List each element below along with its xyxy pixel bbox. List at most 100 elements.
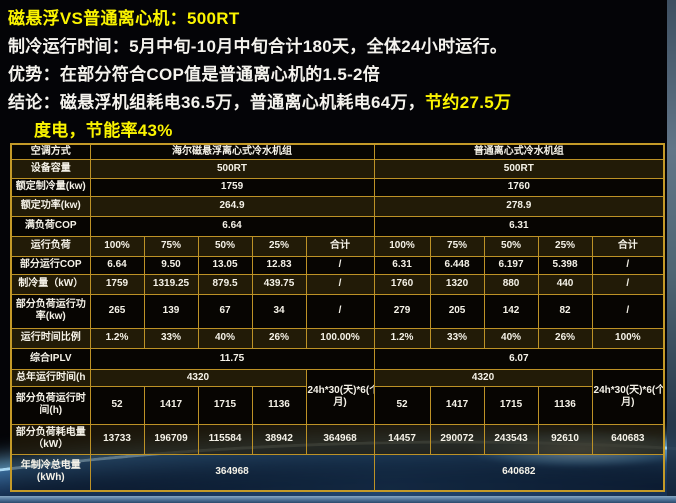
conclusion-line: 结论：磁悬浮机组耗电36.5万，普通离心机耗电64万，节约27.5万: [8, 89, 668, 117]
table-cell: /: [305, 273, 375, 295]
table-cell: /: [591, 273, 665, 295]
col-header-haier: 海尔磁悬浮离心式冷水机组: [89, 143, 375, 160]
load-header-cell: 75%: [429, 235, 485, 257]
table-cell: 6.64: [89, 215, 375, 237]
load-header-cell: 25%: [251, 235, 307, 257]
table-cell: 1715: [197, 385, 253, 425]
table-cell: 1715: [483, 385, 539, 425]
table-cell: 196709: [143, 423, 199, 455]
load-header-cell: 25%: [537, 235, 593, 257]
table-row: 额定制冷量(kw) 1759 1760: [10, 177, 665, 197]
table-cell: 500RT: [89, 158, 375, 179]
row-label: 年制冷总电量(kWh): [10, 453, 91, 492]
row-label: 部分负荷运行功率(kw): [10, 293, 91, 329]
table-cell: 9.50: [143, 255, 199, 275]
row-label: 部分负荷耗电量（kW）: [10, 423, 91, 455]
table-cell: 439.75: [251, 273, 307, 295]
slide-title: 磁悬浮VS普通离心机：500RT: [8, 9, 240, 28]
table-cell: 6.197: [483, 255, 539, 275]
row-label: 额定功率(kw): [10, 195, 91, 217]
table-cell: 279: [373, 293, 431, 329]
table-cell: 52: [373, 385, 431, 425]
table-cell: 290072: [429, 423, 485, 455]
table-cell: 14457: [373, 423, 431, 455]
load-header-cell: 合计: [305, 235, 375, 257]
table-cell: 40%: [197, 327, 253, 349]
conclusion-line2: 度电，节能率43%: [34, 121, 173, 140]
hours-note-cell: 24h*30(天)*6(个月): [305, 368, 375, 425]
table-cell: 1760: [373, 177, 665, 197]
conclusion-white: 结论：磁悬浮机组耗电36.5万，普通离心机耗电64万，: [8, 93, 426, 112]
row-label: 空调方式: [10, 143, 91, 160]
table-cell: 1417: [143, 385, 199, 425]
table-cell: 278.9: [373, 195, 665, 217]
table-row: 部分负荷运行时间(h) 52 1417 1715 1136 52 1417 17…: [10, 385, 664, 425]
right-edge-strip: [667, 0, 676, 496]
table-cell: 440: [537, 273, 593, 295]
table-cell: 33%: [429, 327, 485, 349]
table-cell: 100%: [591, 327, 665, 349]
table-row: 总年运行时间(h 4320 24h*30(天)*6(个月) 4320 24h*3…: [10, 368, 665, 425]
table-cell: 4320: [89, 368, 307, 387]
table-cell: /: [591, 255, 665, 275]
table-cell: 34: [251, 293, 307, 329]
table-cell: 139: [143, 293, 199, 329]
table-cell: 6.64: [89, 255, 145, 275]
load-header-cell: 100%: [89, 235, 145, 257]
table-cell: 1759: [89, 177, 375, 197]
table-cell: 1136: [251, 385, 307, 425]
table-cell: 880: [483, 273, 539, 295]
table-row: 制冷量（kW） 1759 1319.25 879.5 439.75 / 1760…: [10, 273, 665, 295]
row-label: 综合IPLV: [10, 347, 91, 370]
hours-note-cell: 24h*30(天)*6(个月): [591, 368, 665, 425]
table-cell: 4320: [373, 368, 593, 387]
table-row: 空调方式 海尔磁悬浮离心式冷水机组 普通离心式冷水机组: [10, 143, 665, 160]
table-cell: 40%: [483, 327, 539, 349]
row-label: 总年运行时间(h: [10, 368, 91, 387]
table-cell: /: [305, 293, 375, 329]
table-cell: 640683: [591, 423, 665, 455]
load-header-cell: 100%: [373, 235, 431, 257]
row-label: 运行时间比例: [10, 327, 91, 349]
row-label: 额定制冷量(kw): [10, 177, 91, 197]
table-row: 设备容量 500RT 500RT: [10, 158, 665, 179]
table-cell: 12.83: [251, 255, 307, 275]
table-cell: 33%: [143, 327, 199, 349]
table-cell: 205: [429, 293, 485, 329]
table-cell: 82: [537, 293, 593, 329]
table-row: 部分负荷运行功率(kw) 265 139 67 34 / 279 205 142…: [10, 293, 665, 329]
row-label: 制冷量（kW）: [10, 273, 91, 295]
table-row: 部分运行COP 6.64 9.50 13.05 12.83 / 6.31 6.4…: [10, 255, 665, 275]
table-cell: 115584: [197, 423, 253, 455]
table-cell: 6.31: [373, 215, 665, 237]
table-cell: 1.2%: [373, 327, 431, 349]
table-row: 运行负荷 100% 75% 50% 25% 合计 100% 75% 50% 25…: [10, 235, 665, 257]
row-label: 运行负荷: [10, 235, 91, 257]
table-cell: 6.448: [429, 255, 485, 275]
slide-header: 磁悬浮VS普通离心机：500RT 制冷运行时间：5月中旬-10月中旬合计180天…: [8, 5, 668, 145]
table-cell: 38942: [251, 423, 307, 455]
col-header-normal: 普通离心式冷水机组: [373, 143, 665, 160]
table-cell: 1.2%: [89, 327, 145, 349]
table-cell: 26%: [251, 327, 307, 349]
table-cell: 142: [483, 293, 539, 329]
table-cell: 364968: [305, 423, 375, 455]
bottom-horizon-bar: [0, 496, 676, 503]
table-cell: 6.31: [373, 255, 431, 275]
comparison-table: 空调方式 海尔磁悬浮离心式冷水机组 普通离心式冷水机组 设备容量 500RT 5…: [10, 143, 666, 492]
table-cell: 52: [89, 385, 145, 425]
table-cell: 1136: [537, 385, 593, 425]
table-cell: 1320: [429, 273, 485, 295]
table-cell: 500RT: [373, 158, 665, 179]
load-header-cell: 50%: [483, 235, 539, 257]
table-cell: 67: [197, 293, 253, 329]
table-row: 综合IPLV 11.75 6.07: [10, 347, 665, 370]
row-label: 部分运行COP: [10, 255, 91, 275]
conclusion-highlight: 节约27.5万: [425, 93, 512, 112]
table-cell: 11.75: [89, 347, 375, 370]
table-row: 部分负荷耗电量（kW） 13733 196709 115584 38942 36…: [10, 423, 665, 455]
row-label: 部分负荷运行时间(h): [10, 385, 91, 425]
table-row: 年制冷总电量(kWh) 364968 640682: [10, 453, 665, 492]
table-cell: 13.05: [197, 255, 253, 275]
